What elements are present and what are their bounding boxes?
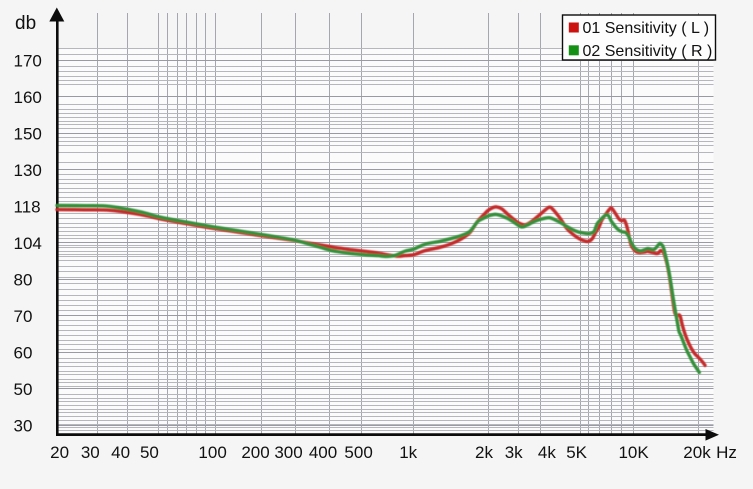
svg-text:104: 104 bbox=[14, 234, 42, 253]
svg-text:01 Sensitivity ( L ): 01 Sensitivity ( L ) bbox=[583, 20, 710, 37]
svg-text:400: 400 bbox=[309, 443, 337, 462]
svg-text:60: 60 bbox=[14, 344, 33, 363]
svg-text:160: 160 bbox=[14, 88, 42, 107]
svg-text:2k: 2k bbox=[475, 443, 493, 462]
svg-text:50: 50 bbox=[140, 443, 159, 462]
svg-text:5K: 5K bbox=[566, 443, 587, 462]
svg-text:02 Sensitivity ( R ): 02 Sensitivity ( R ) bbox=[583, 43, 713, 60]
svg-text:4k: 4k bbox=[538, 443, 556, 462]
svg-text:20: 20 bbox=[50, 443, 69, 462]
svg-text:130: 130 bbox=[14, 161, 42, 180]
svg-text:300: 300 bbox=[274, 443, 302, 462]
svg-text:100: 100 bbox=[198, 443, 226, 462]
svg-text:170: 170 bbox=[14, 51, 42, 70]
svg-text:118: 118 bbox=[14, 197, 41, 216]
svg-text:200: 200 bbox=[241, 443, 269, 462]
svg-text:Hz: Hz bbox=[716, 443, 737, 462]
svg-text:1k: 1k bbox=[399, 443, 417, 462]
svg-text:40: 40 bbox=[111, 443, 130, 462]
svg-text:80: 80 bbox=[14, 271, 33, 290]
svg-text:20k: 20k bbox=[683, 443, 711, 462]
svg-text:30: 30 bbox=[14, 417, 33, 436]
svg-text:150: 150 bbox=[14, 124, 42, 143]
svg-text:30: 30 bbox=[81, 443, 100, 462]
svg-text:500: 500 bbox=[344, 443, 372, 462]
svg-text:10K: 10K bbox=[618, 443, 649, 462]
svg-text:3k: 3k bbox=[505, 443, 523, 462]
svg-text:db: db bbox=[15, 13, 36, 34]
svg-text:50: 50 bbox=[14, 380, 33, 399]
svg-text:70: 70 bbox=[14, 307, 33, 326]
